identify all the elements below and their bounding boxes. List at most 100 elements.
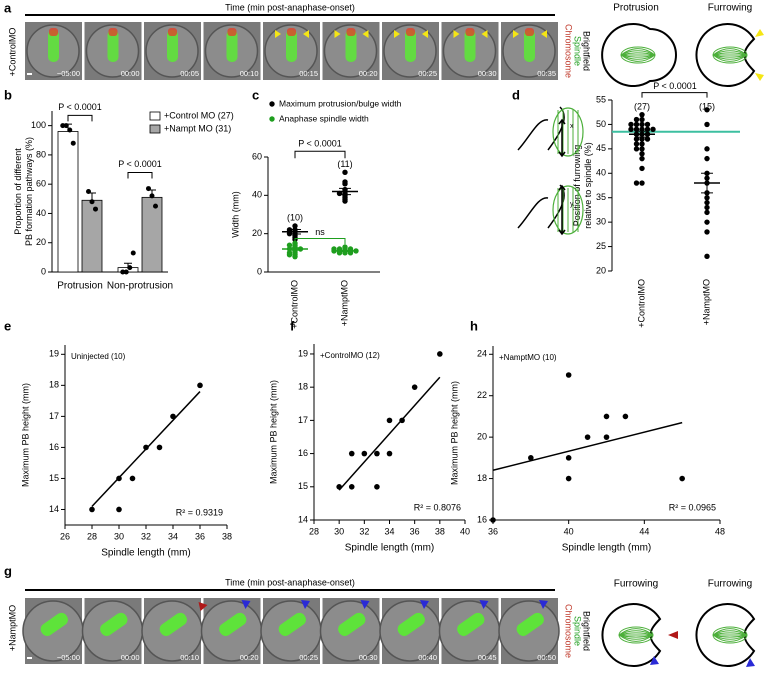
data-point (348, 483, 355, 490)
diagram-label: x (570, 123, 574, 130)
data-point (361, 450, 368, 457)
legend-swatch (149, 111, 161, 121)
data-point (639, 151, 645, 157)
x-tick-label: Protrusion (57, 281, 103, 292)
data-point (386, 450, 393, 457)
significance-bracket (641, 92, 708, 98)
bar (81, 199, 103, 273)
spindle-signal (524, 30, 535, 62)
cell-outline (517, 184, 565, 229)
spindle-fiber (620, 54, 656, 58)
diagram-label: Furrowing (708, 579, 752, 590)
y-tick-label: 20 (477, 432, 487, 442)
data-point (342, 198, 348, 204)
chromosome-signal (465, 28, 475, 36)
data-point (639, 136, 645, 142)
spindle-fiber (712, 54, 748, 62)
diagram-label: Furrowing (708, 3, 752, 14)
y-tick-label: 16 (477, 514, 487, 524)
arrowhead (668, 631, 678, 639)
spindle-signal (100, 612, 128, 636)
data-point (127, 265, 133, 271)
spindle-fiber (712, 628, 748, 636)
data-point (633, 180, 640, 186)
y-tick-label: 100 (31, 120, 46, 130)
data-point (70, 140, 76, 146)
legend-label: +Control MO (27) (164, 110, 234, 120)
x-tick-label: 36 (488, 526, 498, 536)
y-tick-label: 17 (49, 411, 59, 421)
diagram-label: Furrowing (614, 579, 658, 590)
annotation: R² = 0.0965 (669, 502, 716, 512)
legend-marker (269, 101, 275, 107)
arrowhead (746, 658, 755, 667)
x-tick-label: 28 (87, 531, 97, 541)
chromosome-signal (406, 28, 415, 36)
data-point (116, 475, 122, 482)
spindle-fiber (620, 54, 656, 62)
timestamp: 00:10 (180, 653, 199, 662)
arrowhead (755, 73, 764, 81)
data-point (146, 186, 151, 192)
channel-label: Brightfield (582, 31, 592, 71)
data-point (704, 195, 710, 201)
cell-outline (517, 106, 565, 151)
spindle-fiber (618, 634, 654, 638)
error-bar (636, 130, 648, 138)
annotation: ns (315, 227, 325, 237)
spindle-signal (219, 612, 247, 636)
scale-bar (27, 657, 32, 659)
channel-label: Brightfield (582, 611, 592, 651)
spindle-signal (338, 612, 366, 636)
annotation: P < 0.0001 (298, 139, 342, 149)
data-point (639, 146, 645, 152)
row-label: +NamptMO (7, 605, 17, 651)
panel-label: b (4, 87, 12, 102)
data-point (633, 136, 640, 142)
data-point (644, 121, 651, 128)
spindle (552, 107, 584, 157)
diagram (601, 603, 678, 667)
annotation: P < 0.0001 (58, 102, 102, 112)
data-point (374, 450, 380, 457)
data-point (622, 413, 629, 420)
error-bar (289, 247, 301, 251)
fit-line (492, 421, 683, 472)
data-point (89, 506, 95, 513)
y-tick-label: 20 (36, 237, 46, 247)
data-point (490, 517, 496, 523)
x-tick-label: 40 (460, 526, 470, 536)
timestamp: 00:20 (240, 653, 259, 662)
spindle-fiber (618, 628, 654, 636)
x-tick-label: 30 (334, 526, 344, 536)
spindle-fiber (712, 54, 748, 60)
error-bar (701, 172, 713, 194)
data-point (149, 193, 155, 199)
spindle-signal (464, 30, 476, 62)
data-point (704, 146, 710, 152)
chromosome-signal (287, 28, 296, 36)
x-tick-label: +ControlMO (289, 280, 299, 329)
data-point (399, 417, 405, 424)
spindle-signal (159, 612, 187, 636)
annotation: P < 0.0001 (118, 159, 162, 169)
y-tick-label: 16 (298, 448, 308, 458)
arrowhead (422, 30, 428, 38)
data-point (639, 180, 645, 186)
timestamp: 00:45 (478, 653, 497, 662)
significance-bracket (294, 150, 346, 159)
panel-label: d (512, 87, 520, 102)
error-bar (289, 228, 301, 235)
annotation: (15) (699, 102, 715, 112)
chromosome-signal (525, 28, 534, 36)
y-tick-label: 18 (477, 473, 487, 483)
y-tick-label: 80 (36, 149, 46, 159)
x-tick-label: 36 (195, 531, 205, 541)
y-tick-label: 15 (298, 481, 308, 491)
data-point (116, 506, 122, 513)
spindle-fiber (712, 54, 748, 58)
data-point (565, 475, 572, 482)
data-point (639, 121, 645, 128)
arrowhead (275, 30, 281, 38)
data-point (704, 155, 710, 162)
